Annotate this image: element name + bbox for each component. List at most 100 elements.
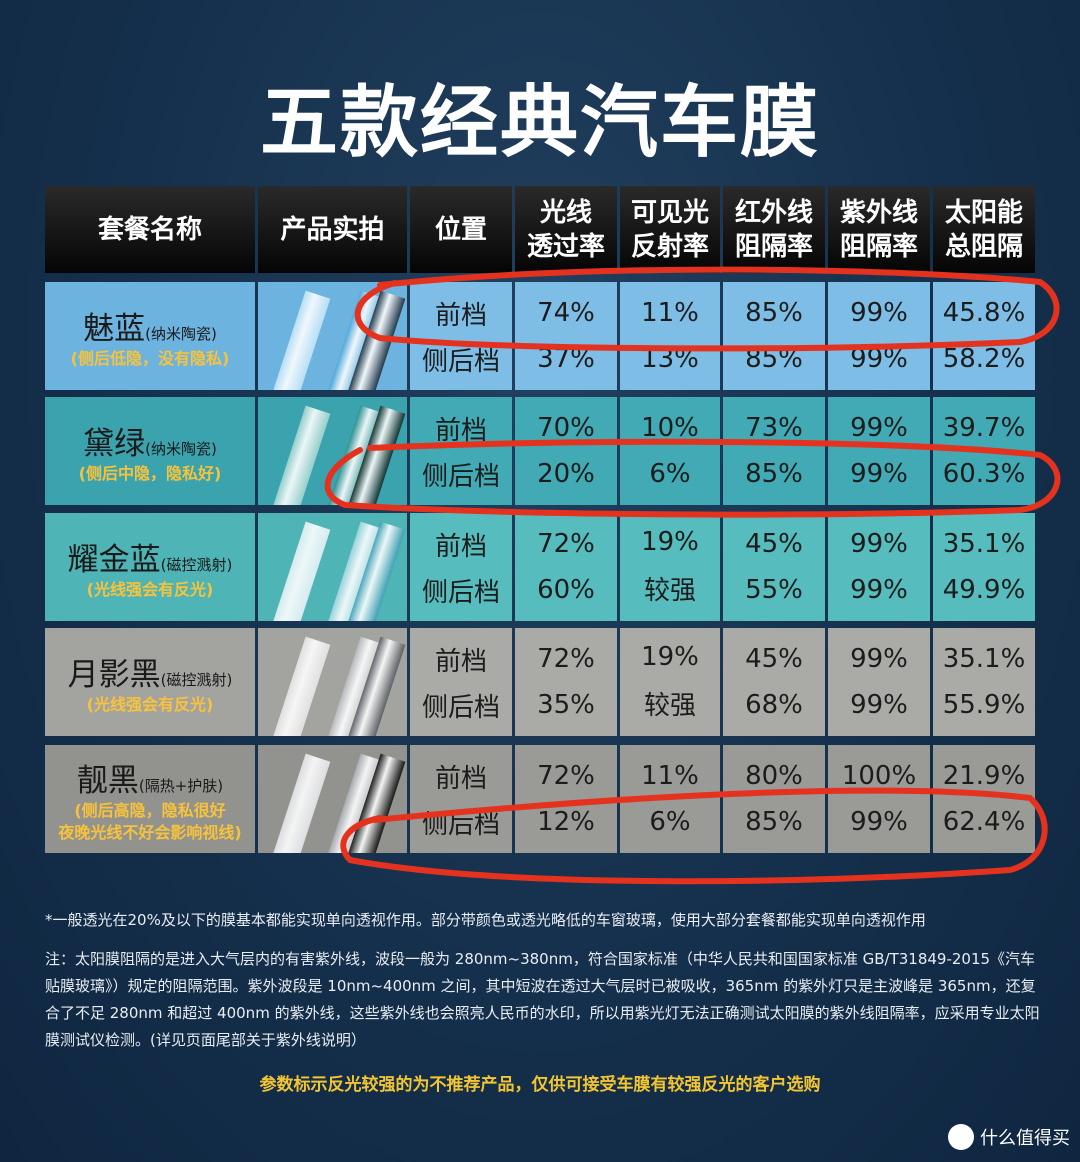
data-cell: 前档 侧后档 [410, 628, 512, 736]
product-photo [258, 282, 407, 390]
film-roll [271, 405, 331, 505]
value: 99% [850, 344, 908, 374]
data-cell: 11% 6% [620, 745, 720, 853]
product-photo [258, 745, 407, 853]
data-cell: 85% 85% [723, 282, 825, 390]
product-spec: (磁控溅射) [160, 670, 233, 689]
data-cell: 35.1% 49.9% [933, 513, 1035, 621]
data-cell: 70% 20% [515, 397, 617, 505]
data-cell: 45.8% 58.2% [933, 282, 1035, 390]
product-name: 月影黑 [67, 656, 161, 693]
header-text: 红外线 [734, 197, 813, 228]
value: 62.4% [942, 807, 1026, 837]
value: 99% [850, 529, 908, 559]
position-label: 侧后档 [421, 461, 500, 492]
data-cell: 39.7% 60.3% [933, 397, 1035, 505]
footnote: *一般透光在20%及以下的膜基本都能实现单向透视作用。部分带颜色或透光略低的车窗… [45, 911, 926, 929]
value: 35.1% [942, 529, 1026, 559]
data-cell: 100% 99% [828, 745, 930, 853]
value: 100% [841, 761, 917, 791]
header-cell: 紫外线 阻隔率 [828, 186, 930, 273]
header-cell: 光线 透过率 [515, 186, 617, 273]
data-cell: 74% 37% [515, 282, 617, 390]
data-cell: 99% 99% [828, 513, 930, 621]
data-cell: 前档 侧后档 [410, 745, 512, 853]
value: 60% [537, 575, 595, 605]
product-note: (侧后中隐，隐私好) [78, 463, 222, 483]
value: 72% [537, 644, 595, 674]
data-cell: 35.1% 55.9% [933, 628, 1035, 736]
data-cell: 73% 85% [723, 397, 825, 505]
position-label: 侧后档 [421, 346, 500, 377]
value: 20% [537, 459, 595, 489]
value: 99% [850, 459, 908, 489]
value: 99% [850, 298, 908, 328]
product-title: 月影黑(磁控溅射) [68, 649, 233, 694]
product-photo [258, 628, 407, 736]
watermark-icon [948, 1124, 974, 1150]
position-label: 前档 [434, 300, 487, 331]
value: 55% [745, 575, 803, 605]
value: 较强 [643, 690, 696, 721]
header-text: 反射率 [630, 231, 709, 262]
product-cell: 靓黑(隔热+护肤) (侧后高隐，隐私很好 夜晚光线不好会影响视线) [45, 745, 255, 853]
data-cell: 前档 侧后档 [410, 397, 512, 505]
value: 6% [649, 459, 691, 489]
footnote: 注：太阳膜阻隔的是进入大气层内的有害紫外线，波段一般为 280nm~380nm，… [45, 950, 1040, 1049]
data-cell: 99% 99% [828, 397, 930, 505]
data-cell: 前档 侧后档 [410, 513, 512, 621]
product-spec: (隔热+护肤) [138, 776, 224, 795]
value: 60.3% [942, 459, 1026, 489]
product-photo [258, 513, 407, 621]
header-cell: 套餐名称 [45, 186, 255, 273]
value: 21.9% [942, 761, 1026, 791]
value: 19% [641, 642, 699, 673]
product-name: 黛绿 [83, 425, 146, 462]
data-cell: 10% 6% [620, 397, 720, 505]
product-cell: 耀金蓝(磁控溅射) (光线强会有反光) [45, 513, 255, 621]
value: 99% [850, 644, 908, 674]
product-note: 夜晚光线不好会影响视线) [58, 822, 242, 842]
position-label: 前档 [434, 646, 487, 677]
header-text: 总阻隔 [944, 231, 1023, 262]
header-cell: 可见光 反射率 [620, 186, 720, 273]
data-cell: 45% 68% [723, 628, 825, 736]
position-label: 前档 [434, 763, 487, 794]
header-text: 阻隔率 [839, 231, 918, 262]
product-note: (侧后低隐，没有隐私) [70, 348, 230, 368]
data-cell: 72% 35% [515, 628, 617, 736]
product-title: 黛绿(纳米陶瓷) [83, 418, 217, 463]
header-cell: 太阳能 总阻隔 [933, 186, 1035, 273]
product-note: (光线强会有反光) [86, 579, 214, 599]
header-text: 紫外线 [839, 197, 918, 228]
value: 37% [537, 344, 595, 374]
value: 12% [537, 807, 595, 837]
product-name: 魅蓝 [83, 310, 146, 347]
value: 73% [745, 413, 803, 443]
data-cell: 72% 12% [515, 745, 617, 853]
product-note: (光线强会有反光) [86, 694, 214, 714]
header-text: 阻隔率 [734, 231, 813, 262]
product-title: 魅蓝(纳米陶瓷) [83, 303, 217, 348]
product-cell: 月影黑(磁控溅射) (光线强会有反光) [45, 628, 255, 736]
header-text: 位置 [434, 214, 487, 245]
value: 13% [641, 344, 699, 374]
value: 85% [745, 807, 803, 837]
value: 85% [745, 298, 803, 328]
value: 45.8% [942, 298, 1026, 328]
data-cell: 21.9% 62.4% [933, 745, 1035, 853]
value: 19% [641, 527, 699, 558]
product-cell: 魅蓝(纳米陶瓷) (侧后低隐，没有隐私) [45, 282, 255, 390]
product-title: 靓黑(隔热+护肤) [77, 755, 223, 800]
position-label: 侧后档 [421, 577, 500, 608]
value: 49.9% [942, 575, 1026, 605]
header-text: 透过率 [526, 231, 605, 262]
header-text: 套餐名称 [97, 214, 202, 245]
header-cell: 红外线 阻隔率 [723, 186, 825, 273]
product-photo [258, 397, 407, 505]
header-text: 光线 [539, 197, 592, 228]
value: 99% [850, 413, 908, 443]
product-spec: (纳米陶瓷) [145, 324, 217, 343]
value: 99% [850, 690, 908, 720]
data-cell: 80% 85% [723, 745, 825, 853]
